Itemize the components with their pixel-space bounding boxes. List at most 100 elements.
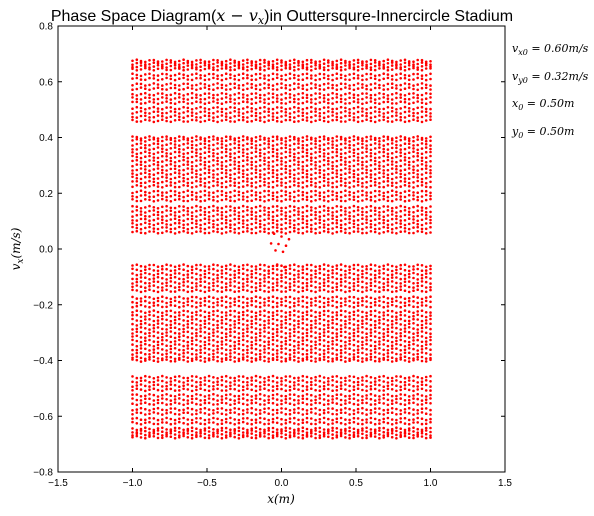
data-point [216, 142, 219, 145]
data-point [246, 408, 249, 411]
data-point [246, 120, 249, 123]
data-point [148, 59, 151, 62]
data-point [390, 340, 394, 344]
data-point [386, 142, 390, 146]
data-point [322, 155, 326, 158]
data-point [246, 137, 249, 141]
data-point [173, 60, 177, 64]
data-point [152, 120, 156, 124]
data-point [429, 197, 432, 201]
data-point [305, 334, 309, 338]
data-point [310, 98, 313, 101]
data-point [148, 209, 151, 213]
data-point [369, 358, 373, 361]
data-point [224, 305, 228, 309]
data-point [237, 167, 241, 171]
data-point [395, 433, 398, 437]
data-point [280, 110, 283, 113]
data-point [241, 198, 245, 201]
data-point [314, 429, 317, 432]
data-point [267, 213, 271, 217]
data-point [148, 198, 151, 202]
data-point [429, 434, 432, 437]
data-point [382, 322, 386, 326]
data-point [369, 155, 373, 158]
data-point [331, 150, 334, 154]
data-point [348, 401, 351, 404]
data-point [224, 285, 228, 289]
data-point [229, 73, 232, 76]
data-point [284, 84, 288, 87]
data-point [212, 214, 215, 218]
data-point [322, 403, 326, 407]
data-point [207, 314, 211, 318]
data-point [407, 299, 411, 303]
data-point [420, 380, 424, 384]
data-point [216, 156, 219, 160]
data-point [293, 180, 296, 183]
data-point [144, 160, 147, 164]
data-point [254, 276, 258, 280]
data-point [275, 158, 279, 162]
data-point [254, 114, 258, 118]
data-point [369, 301, 373, 305]
data-point [284, 321, 288, 325]
data-point [233, 98, 236, 101]
data-point [212, 83, 215, 86]
data-point [186, 388, 190, 391]
data-point [275, 119, 279, 123]
data-point [258, 328, 262, 331]
data-point [365, 314, 368, 318]
data-point [246, 156, 249, 159]
data-point [314, 164, 317, 167]
data-point [258, 96, 262, 100]
data-point [352, 116, 356, 119]
data-point [182, 120, 185, 123]
data-point [288, 282, 292, 285]
data-point [403, 289, 407, 293]
data-point [139, 322, 143, 326]
data-point [152, 163, 156, 166]
data-point [280, 138, 283, 142]
data-point [403, 136, 407, 139]
data-point [156, 296, 160, 300]
data-point [416, 88, 420, 92]
data-point [275, 358, 279, 362]
data-point [229, 334, 232, 338]
data-point [258, 397, 262, 401]
data-point [429, 96, 432, 99]
data-point [365, 436, 368, 440]
data-point [301, 165, 305, 168]
data-point [356, 65, 360, 68]
data-point [403, 168, 407, 171]
data-point [399, 277, 403, 281]
data-point [173, 143, 177, 146]
data-point [267, 432, 271, 436]
data-point [314, 193, 317, 197]
data-point [284, 412, 288, 416]
data-point [310, 218, 313, 222]
data-point [275, 205, 279, 208]
data-point [335, 107, 339, 111]
data-point [386, 173, 390, 177]
data-point [139, 347, 143, 350]
data-point [220, 275, 224, 279]
data-point [348, 339, 351, 343]
data-point [254, 332, 258, 336]
data-point [327, 159, 330, 163]
data-point [190, 418, 194, 422]
data-point [148, 135, 151, 138]
data-point [199, 183, 202, 187]
data-point [254, 147, 258, 150]
data-point [361, 326, 364, 329]
data-point [335, 59, 339, 63]
data-point [195, 285, 198, 288]
data-point [335, 92, 339, 96]
data-point [310, 326, 313, 330]
data-point [190, 305, 194, 308]
data-point [212, 278, 215, 281]
data-point [250, 356, 253, 360]
data-point [382, 96, 386, 99]
data-point [305, 68, 309, 71]
data-point [348, 87, 351, 90]
